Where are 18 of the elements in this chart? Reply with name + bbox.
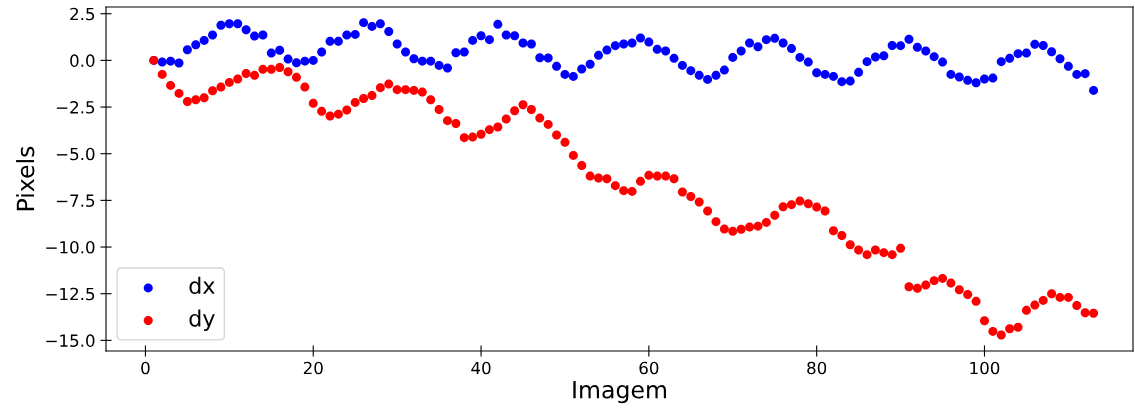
y-tick-label: −2.5 <box>56 101 95 114</box>
x-tick-label: 40 <box>471 361 491 375</box>
x-tick-label: 20 <box>303 361 323 375</box>
x-tick-label: 60 <box>639 361 659 375</box>
legend-label: dy <box>189 309 215 331</box>
x-tick-label: 100 <box>970 361 1000 375</box>
x-tick-label: 0 <box>141 361 150 375</box>
x-tick-label: 80 <box>807 361 827 375</box>
legend-label: dx <box>189 276 215 295</box>
y-tick-label: −10.0 <box>46 241 95 254</box>
y-tick-label: −5.0 <box>56 147 95 161</box>
y-tick-label: −15.0 <box>46 334 95 347</box>
x-axis-title: Imagem <box>573 381 666 404</box>
y-tick-label: 2.5 <box>70 7 95 21</box>
y-tick-label: −7.5 <box>56 194 95 207</box>
y-tick-label: −12.5 <box>46 287 95 301</box>
y-axis-title: Pixels <box>16 146 35 211</box>
y-tick-label: 0.0 <box>70 54 95 67</box>
